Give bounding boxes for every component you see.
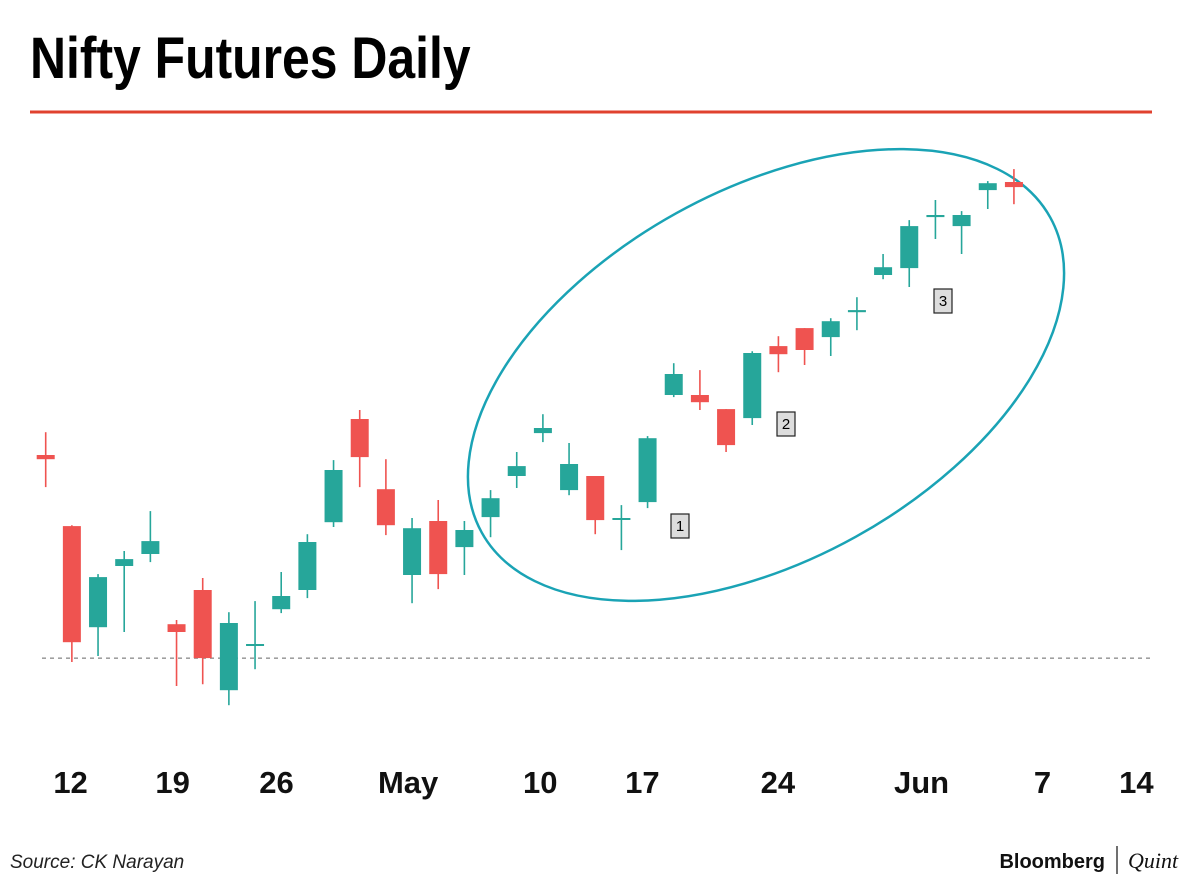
candle-body: [455, 530, 474, 548]
x-tick-label: 26: [259, 765, 293, 800]
x-tick-label: 7: [1034, 765, 1051, 800]
candle-body: [507, 466, 526, 476]
candle-body: [115, 559, 134, 566]
candle-body: [795, 328, 814, 350]
x-tick-label: 14: [1119, 765, 1154, 800]
candle-body: [586, 476, 605, 521]
candle-body: [141, 541, 160, 554]
annotation-label: 1: [676, 518, 684, 535]
annotation: 2: [776, 411, 796, 437]
candle-body: [821, 321, 840, 338]
candle-body: [978, 183, 997, 191]
chart-title: Nifty Futures Daily: [30, 27, 471, 91]
candle-body: [324, 470, 343, 523]
x-tick-label: Jun: [894, 765, 949, 800]
annotation-label: 2: [782, 416, 790, 433]
brand: Quint: [1128, 848, 1179, 873]
candle-body: [298, 542, 317, 590]
candle-body: [664, 374, 683, 395]
candle-body: [350, 419, 369, 458]
candle-body: [272, 596, 291, 610]
candle-body: [193, 590, 212, 659]
candle-body: [847, 310, 866, 313]
annotation-box: [670, 513, 690, 539]
source: Source: CK Narayan: [10, 852, 184, 873]
candle-body: [62, 526, 81, 643]
annotation: 3: [933, 288, 953, 314]
x-tick-label: May: [378, 765, 439, 800]
annotation-label: 3: [939, 293, 947, 310]
x-tick-label: 12: [53, 765, 87, 800]
candle-body: [638, 438, 657, 503]
candle-body: [376, 489, 395, 526]
candle-body: [690, 395, 709, 403]
highlight-ellipse: [466, 147, 1066, 603]
candle-body: [769, 346, 788, 355]
x-tick-label: 10: [523, 765, 557, 800]
annotation-box: [776, 411, 796, 437]
candle-body: [926, 215, 945, 218]
candle-body: [89, 577, 108, 628]
candle-body: [560, 464, 579, 491]
annotation: 1: [670, 513, 690, 539]
annotation-box: [933, 288, 953, 314]
candle-body: [900, 226, 919, 269]
candle-body: [533, 428, 552, 434]
plot-area: [36, 169, 1152, 706]
candle-body: [717, 409, 736, 446]
brand: Bloomberg: [999, 851, 1105, 873]
x-tick-label: 24: [761, 765, 796, 800]
candle-body: [1004, 182, 1023, 188]
candle-body: [874, 267, 893, 275]
x-tick-label: 17: [625, 765, 659, 800]
candle-body: [246, 644, 265, 646]
candle-body: [481, 498, 500, 518]
candle-body: [167, 624, 186, 632]
candle-body: [743, 353, 762, 419]
x-tick-label: 19: [155, 765, 189, 800]
candle-body: [429, 521, 448, 575]
candle-body: [403, 528, 422, 575]
candle-body: [36, 455, 55, 460]
candle-body: [219, 623, 238, 691]
candle-body: [612, 518, 631, 520]
candle-body: [952, 215, 971, 227]
